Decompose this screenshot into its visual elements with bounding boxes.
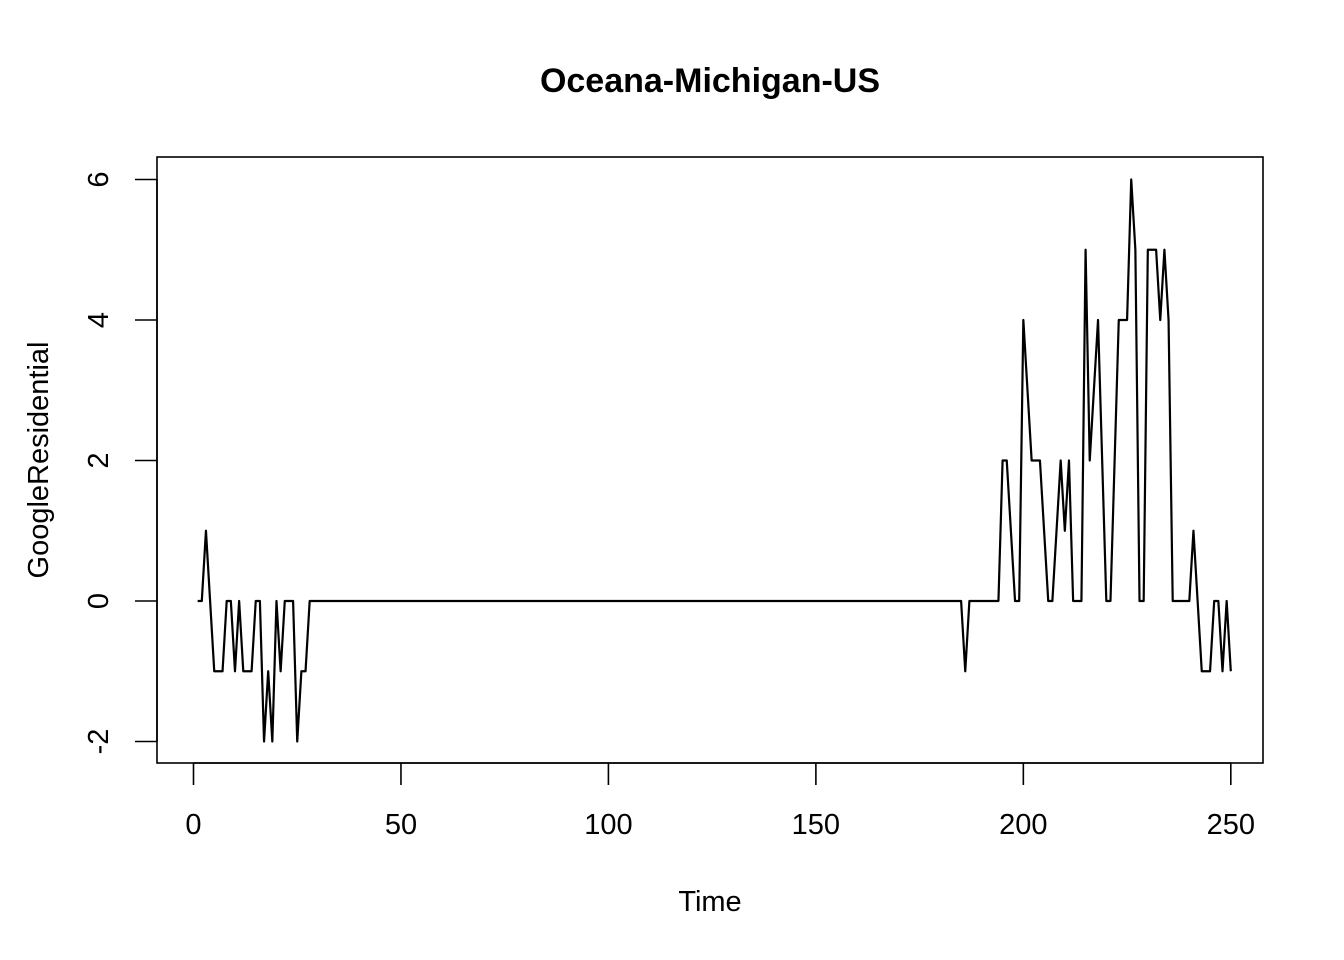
x-axis: 0 50 100 150 200 250 — [185, 762, 1255, 841]
x-tick-label: 150 — [792, 809, 840, 841]
y-tick-label: -2 — [83, 729, 115, 755]
plot-frame — [156, 156, 1264, 764]
y-axis-label: GoogleResidential — [23, 342, 55, 579]
x-tick-label: 50 — [385, 809, 417, 841]
x-tick-label: 200 — [999, 809, 1047, 841]
y-tick-label: 6 — [83, 171, 115, 187]
x-tick-label: 250 — [1207, 809, 1255, 841]
series-line — [197, 178, 1232, 743]
series-layer — [197, 178, 1232, 743]
y-tick-label: 0 — [83, 593, 115, 609]
chart-title: Oceana-Michigan-US — [540, 62, 880, 100]
y-axis: -2 0 2 4 6 — [83, 171, 158, 755]
x-axis-label: Time — [678, 886, 741, 918]
x-tick-label: 0 — [185, 809, 201, 841]
x-tick-label: 100 — [584, 809, 632, 841]
y-tick-label: 2 — [83, 452, 115, 468]
y-tick-label: 4 — [83, 312, 115, 328]
